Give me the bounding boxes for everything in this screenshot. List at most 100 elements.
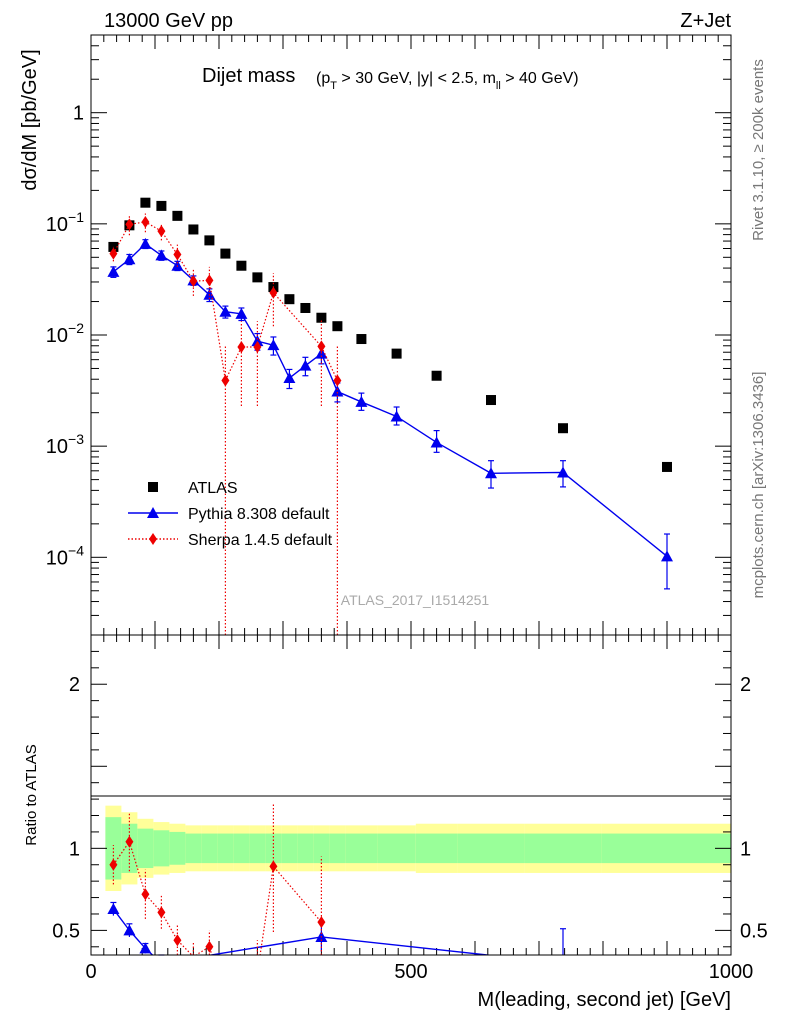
legend-marker xyxy=(147,507,159,518)
data-point xyxy=(173,248,182,261)
ratio-series-sherpa-1-4-5-default xyxy=(109,804,326,955)
legend-marker xyxy=(148,482,158,492)
data-point xyxy=(662,461,672,472)
data-point xyxy=(390,410,403,422)
data-point xyxy=(236,260,247,271)
y-tick-mantissa: 10 xyxy=(46,547,68,569)
y-tick-mantissa: 10 xyxy=(46,436,68,458)
data-point xyxy=(269,860,278,873)
data-point xyxy=(123,253,136,265)
subtitle-sub: T xyxy=(330,80,337,92)
data-point xyxy=(333,374,342,387)
y-tick-label-right: 1 xyxy=(740,838,751,860)
x-tick-label: 500 xyxy=(394,961,427,983)
ratio-plot-frame xyxy=(90,634,732,956)
data-point xyxy=(558,423,568,434)
data-point xyxy=(251,335,264,347)
y-tick-label-right: 2 xyxy=(740,674,751,696)
x-axis-label: M(leading, second jet) [GeV] xyxy=(478,989,731,1011)
rivet-label: Rivet 3.1.10, ≥ 200k events xyxy=(750,59,767,241)
uncertainty-band-inner xyxy=(233,833,250,864)
legend-marker xyxy=(149,533,157,545)
subtitle-part: > 30 GeV, |y| < 2.5, m xyxy=(337,70,496,87)
y-tick-exponent: −2 xyxy=(68,320,84,336)
subtitle-part: > 40 GeV) xyxy=(501,70,579,87)
ratio-series-pythia-8-308-default xyxy=(107,901,566,956)
y-tick-mantissa: 1 xyxy=(73,103,84,125)
uncertainty-band-inner xyxy=(313,833,330,864)
data-point xyxy=(188,224,199,235)
series-line xyxy=(112,840,322,955)
data-point xyxy=(430,436,443,448)
data-point xyxy=(123,924,136,936)
data-point xyxy=(253,340,262,353)
uncertainty-band-inner xyxy=(121,823,138,873)
legend-entry: Sherpa 1.4.5 default xyxy=(128,532,333,549)
y-tick-label: 2 xyxy=(69,674,80,696)
data-point xyxy=(316,312,327,323)
y-tick-mantissa: 10 xyxy=(46,214,68,236)
series-sherpa-1-4-5-default xyxy=(109,213,342,635)
x-tick-label: 0 xyxy=(85,961,96,983)
y-tick-label: 0.5 xyxy=(52,920,80,942)
y-tick-exponent: −1 xyxy=(68,209,84,225)
legend-label: Pythia 8.308 default xyxy=(188,506,330,523)
uncertainty-band-inner xyxy=(217,833,234,864)
data-point xyxy=(156,200,167,211)
data-point xyxy=(317,340,326,353)
y-tick-exponent: −3 xyxy=(68,431,84,447)
data-point xyxy=(283,372,296,384)
data-point xyxy=(486,395,496,406)
subtitle-part: (p xyxy=(316,70,330,87)
data-point xyxy=(205,274,214,287)
y-tick-label: 1 xyxy=(73,103,84,125)
data-point xyxy=(317,916,326,929)
data-point xyxy=(189,275,198,288)
data-point xyxy=(157,225,166,238)
data-point xyxy=(331,385,344,397)
data-point xyxy=(205,940,214,953)
data-point xyxy=(125,835,134,848)
y-tick-label: 1 xyxy=(69,838,80,860)
data-point xyxy=(252,272,263,283)
uncertainty-band-inner xyxy=(601,833,731,864)
data-point xyxy=(269,286,278,299)
data-point xyxy=(141,888,150,901)
data-point xyxy=(431,370,442,381)
uncertainty-band-inner xyxy=(265,833,282,864)
uncertainty-band-inner xyxy=(524,833,602,864)
uncertainty-band-inner xyxy=(457,833,525,864)
data-point xyxy=(235,307,248,319)
main-y-axis-label: dσ/dM [pb/GeV] xyxy=(19,49,41,190)
ratio-panel: 0 500 1000 0.5 0.5 1 1 2 2 Ratio to ATLAS M(lead… xyxy=(23,634,768,1011)
series-line xyxy=(112,908,494,955)
data-point xyxy=(221,374,230,387)
y-tick-exponent: −4 xyxy=(68,542,84,558)
source-label: mcplots.cern.ch [arXiv:1306.3436] xyxy=(750,372,767,599)
legend-label: ATLAS xyxy=(188,480,238,497)
data-point xyxy=(204,235,215,246)
uncertainty-band-inner xyxy=(415,833,458,864)
data-point xyxy=(107,903,120,915)
data-point xyxy=(485,467,497,479)
data-point xyxy=(332,321,343,332)
uncertainty-band-inner xyxy=(137,828,154,869)
data-point xyxy=(109,247,118,260)
legend: ATLAS Pythia 8.308 default Sherpa 1.4.5 de… xyxy=(128,480,333,549)
plot-title: Dijet mass (pT > 30 GeV, |y| < 2.5, mll … xyxy=(202,65,579,92)
energy-label: 13000 GeV pp xyxy=(104,10,233,32)
data-point xyxy=(299,359,312,371)
legend-entry: ATLAS xyxy=(148,480,238,497)
data-point xyxy=(284,294,295,305)
uncertainty-band-inner xyxy=(297,833,314,864)
uncertainty-band-inner xyxy=(249,833,266,864)
x-tick-label: 1000 xyxy=(709,961,754,983)
uncertainty-band-inner xyxy=(329,833,346,864)
analysis-watermark: ATLAS_2017_I1514251 xyxy=(341,592,490,608)
data-point xyxy=(139,942,152,954)
y-tick-label: 10−3 xyxy=(46,431,84,458)
data-point xyxy=(172,210,183,221)
uncertainty-band-inner xyxy=(377,833,416,864)
data-point xyxy=(391,348,402,359)
